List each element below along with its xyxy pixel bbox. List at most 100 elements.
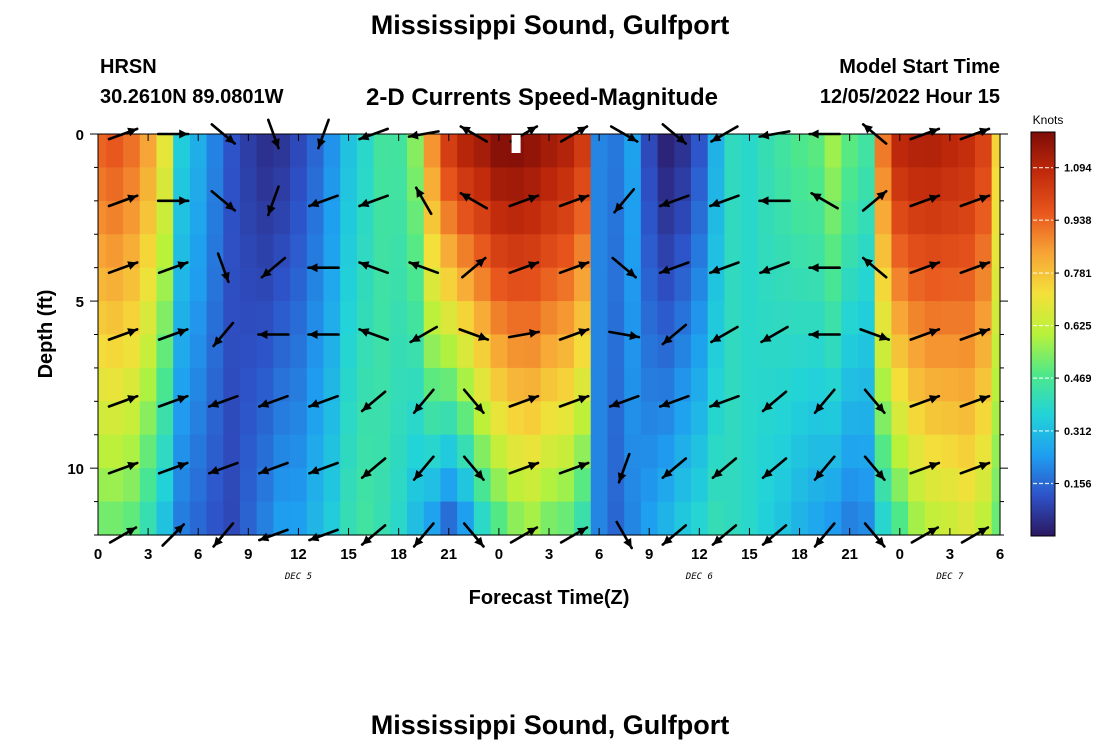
heatmap-cell xyxy=(974,468,993,503)
heatmap-cell xyxy=(791,134,809,169)
heatmap-cell xyxy=(206,367,224,402)
heatmap-cell xyxy=(540,401,558,436)
heatmap-cell xyxy=(924,434,943,469)
current-vector-arrow xyxy=(460,256,487,279)
x-tick-label: 6 xyxy=(996,546,1004,563)
heatmap-cell xyxy=(858,200,876,235)
heatmap-cell xyxy=(156,134,174,169)
heatmap-cell xyxy=(540,501,558,536)
heatmap-cell xyxy=(239,334,258,369)
heatmap-cell xyxy=(791,334,809,369)
current-vector-arrow xyxy=(360,390,387,413)
heatmap-cell xyxy=(457,501,475,536)
heatmap-cell xyxy=(98,167,107,202)
heatmap-cell xyxy=(323,267,341,302)
heatmap-cell xyxy=(874,434,893,469)
date-label: DEC 6 xyxy=(685,572,713,582)
heatmap-cell xyxy=(356,401,375,436)
heatmap-cell xyxy=(507,301,525,336)
heatmap-cell xyxy=(674,267,692,302)
heatmap-cell xyxy=(707,267,725,302)
heatmap-cell xyxy=(473,167,492,202)
y-tick-label: 5 xyxy=(76,294,84,311)
heatmap-cell xyxy=(356,267,375,302)
current-vector-arrow xyxy=(157,261,189,275)
heatmap-cell xyxy=(674,401,692,436)
heatmap-cell xyxy=(724,134,742,169)
heatmap-cell xyxy=(390,501,408,536)
heatmap-cell xyxy=(791,267,809,302)
heatmap-cell xyxy=(123,200,141,235)
heatmap-cell xyxy=(824,134,842,169)
current-vector-arrow xyxy=(863,388,886,415)
heatmap-cell xyxy=(290,267,308,302)
heatmap-cell xyxy=(139,434,158,469)
heatmap-cell xyxy=(774,234,792,269)
heatmap-cell xyxy=(390,468,408,503)
current-vector-arrow xyxy=(459,192,489,210)
heatmap-cell xyxy=(557,267,575,302)
heatmap-cell xyxy=(407,200,425,235)
heatmap-cell xyxy=(390,401,408,436)
heatmap-cell xyxy=(824,401,842,436)
heatmap-cell xyxy=(223,167,241,202)
heatmap-cell xyxy=(340,401,358,436)
heatmap-cell xyxy=(941,468,959,503)
current-vector-arrow xyxy=(157,394,189,408)
heatmap-cell xyxy=(974,200,993,235)
colorbar-tick-label: 1.094 xyxy=(1064,163,1092,175)
heatmap-cell xyxy=(891,367,909,402)
heatmap-cell xyxy=(323,234,341,269)
heatmap-cells xyxy=(98,134,1001,536)
heatmap-cell xyxy=(340,334,358,369)
heatmap-cell xyxy=(924,301,943,336)
current-vector-arrow xyxy=(608,330,641,340)
heatmap-cell xyxy=(340,367,358,402)
heatmap-cell xyxy=(256,401,274,436)
heatmap-cell xyxy=(123,267,141,302)
heatmap-cell xyxy=(574,301,592,336)
heatmap-cell xyxy=(991,267,1001,302)
heatmap-cell xyxy=(958,334,976,369)
heatmap-cell xyxy=(173,367,191,402)
heatmap-cell xyxy=(490,434,508,469)
colorbar-tick-label: 0.781 xyxy=(1064,268,1092,280)
heatmap-cell xyxy=(273,301,291,336)
heatmap-cell xyxy=(239,501,258,536)
heatmap-cell xyxy=(323,367,341,402)
heatmap-cell xyxy=(306,234,325,269)
heatmap-cell xyxy=(373,468,391,503)
heatmap-cell xyxy=(807,434,826,469)
heatmap-cell xyxy=(657,367,675,402)
heatmap-cell xyxy=(239,267,258,302)
x-tick-label: 3 xyxy=(144,546,152,563)
heatmap-cell xyxy=(440,134,458,169)
heatmap-cell xyxy=(523,367,542,402)
colorbar-tick-label: 0.469 xyxy=(1064,373,1092,385)
heatmap-cell xyxy=(156,167,174,202)
heatmap-cell xyxy=(323,334,341,369)
heatmap-cell xyxy=(841,267,859,302)
heatmap-cell xyxy=(290,334,308,369)
heatmap-cell xyxy=(958,367,976,402)
heatmap-cell xyxy=(707,501,725,536)
heatmap-cell xyxy=(590,434,609,469)
heatmap-cell xyxy=(390,434,408,469)
heatmap-cell xyxy=(874,401,893,436)
heatmap-cell xyxy=(106,468,124,503)
heatmap-cell xyxy=(156,367,174,402)
heatmap-cell xyxy=(640,501,659,536)
heatmap-cell xyxy=(106,367,124,402)
current-vector-arrow xyxy=(257,461,289,475)
heatmap-cell xyxy=(139,401,158,436)
y-tick-label: 10 xyxy=(67,461,84,478)
heatmap-cell xyxy=(440,401,458,436)
current-vector-arrow xyxy=(458,328,490,341)
heatmap-cell xyxy=(674,434,692,469)
current-vector-arrow xyxy=(863,455,886,482)
heatmap-cell xyxy=(741,200,759,235)
x-tick-label: 3 xyxy=(545,546,553,563)
heatmap-cell xyxy=(791,200,809,235)
heatmap-cell xyxy=(340,434,358,469)
heatmap-cell xyxy=(791,401,809,436)
